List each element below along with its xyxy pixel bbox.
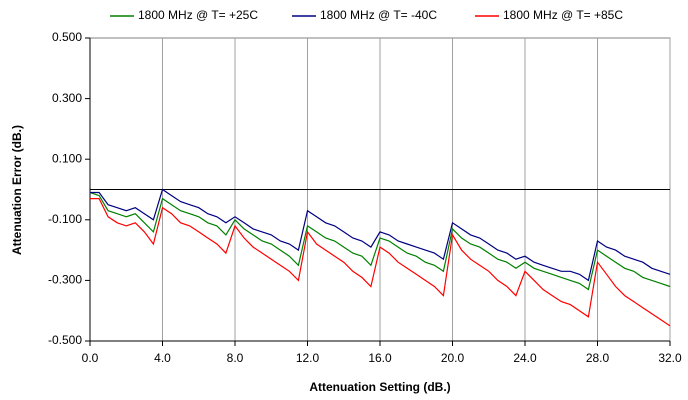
x-tick-label: 12.0: [296, 351, 320, 365]
y-tick-label: -0.300: [48, 273, 82, 287]
y-tick-label: -0.500: [48, 333, 82, 347]
x-tick-label: 28.0: [586, 351, 610, 365]
x-tick-label: 20.0: [441, 351, 465, 365]
y-tick-label: 0.300: [52, 91, 82, 105]
x-tick-label: 16.0: [368, 351, 392, 365]
y-tick-label: -0.100: [48, 212, 82, 226]
series-line: [89, 191, 671, 291]
x-tick-label: 32.0: [658, 351, 682, 365]
series-line: [90, 198, 671, 327]
x-axis-label: Attenuation Setting (dB.): [309, 380, 450, 394]
x-tick-label: 0.0: [82, 351, 99, 365]
y-axis-label: Attenuation Error (dB.): [10, 125, 24, 255]
series-line: [90, 188, 671, 282]
y-tick-label: 0.100: [52, 151, 82, 165]
y-tick-label: 0.500: [52, 30, 82, 44]
legend-label: 1800 MHz @ T= -40C: [320, 8, 437, 22]
legend-label: 1800 MHz @ T= +25C: [138, 8, 258, 22]
x-tick-label: 24.0: [513, 351, 537, 365]
x-tick-label: 4.0: [154, 351, 171, 365]
x-tick-label: 8.0: [227, 351, 244, 365]
legend-label: 1800 MHz @ T= +85C: [503, 8, 623, 22]
